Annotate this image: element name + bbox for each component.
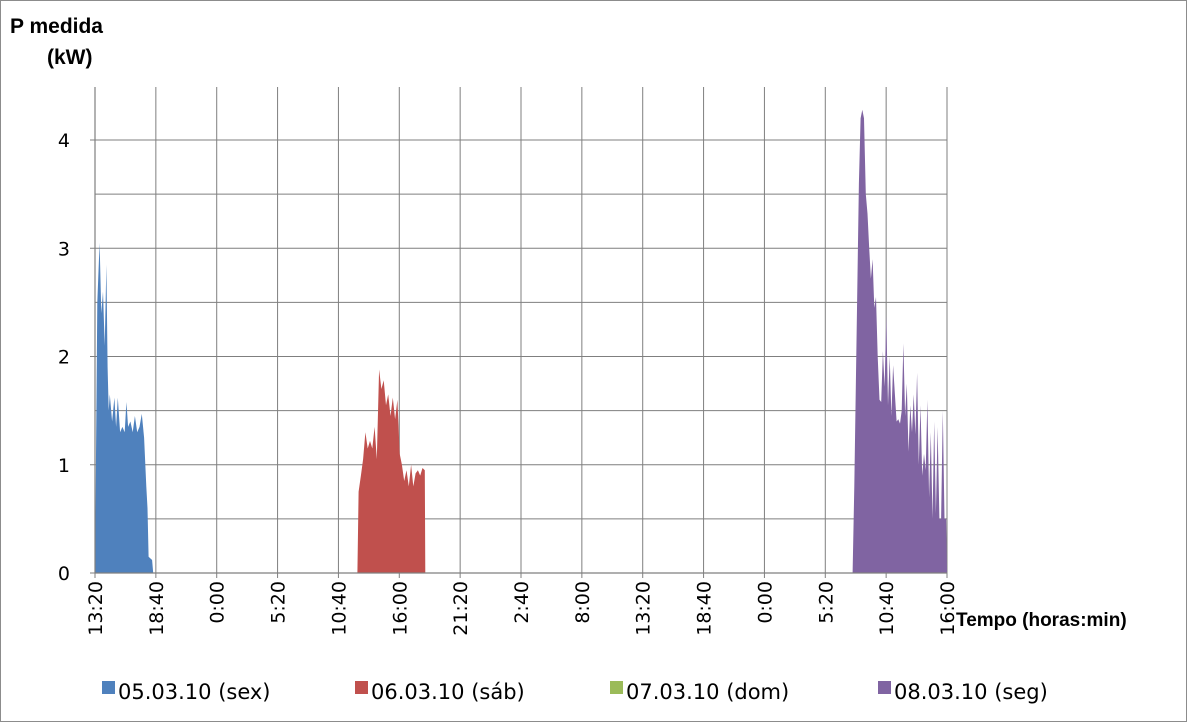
y-tick-label: 3 bbox=[58, 238, 70, 260]
area-series-2 bbox=[357, 369, 426, 573]
x-tick-label: 0:00 bbox=[207, 581, 229, 624]
x-tick-label: 18:40 bbox=[146, 581, 168, 636]
legend-swatch-series-3 bbox=[610, 681, 623, 694]
legend-label-series-2: 06.03.10 (sáb) bbox=[371, 680, 525, 704]
x-tick-label: 5:20 bbox=[815, 581, 837, 624]
legend-item-series-4: 08.03.10 (seg) bbox=[878, 678, 1048, 708]
x-tick-label: 10:40 bbox=[328, 581, 350, 636]
y-tick-label: 4 bbox=[58, 130, 70, 152]
x-tick-label: 10:40 bbox=[876, 581, 898, 636]
x-tick-label: 16:00 bbox=[389, 581, 411, 636]
x-axis-label: Tempo (horas:min) bbox=[956, 610, 1127, 631]
x-tick-label: 18:40 bbox=[694, 581, 716, 636]
y-tick-label: 1 bbox=[58, 455, 70, 477]
legend-label-series-4: 08.03.10 (seg) bbox=[894, 680, 1048, 704]
legend-swatch-series-4 bbox=[878, 681, 891, 694]
legend-label-series-3: 07.03.10 (dom) bbox=[626, 680, 790, 704]
x-tick-label: 21:20 bbox=[450, 581, 472, 636]
legend-swatch-series-1 bbox=[102, 681, 115, 694]
y-axis-label-line-2: (kW) bbox=[47, 46, 93, 69]
legend-item-series-3: 07.03.10 (dom) bbox=[610, 678, 789, 708]
x-tick-label: 16:00 bbox=[937, 581, 959, 636]
x-tick-label: 13:20 bbox=[633, 581, 655, 636]
x-tick-label: 8:00 bbox=[572, 581, 594, 624]
legend-item-series-2: 06.03.10 (sáb) bbox=[355, 678, 525, 708]
x-tick-label: 0:00 bbox=[754, 581, 776, 624]
x-tick-label: 2:40 bbox=[511, 581, 533, 624]
legend-swatch-series-2 bbox=[355, 681, 368, 694]
x-tick-label: 13:20 bbox=[85, 581, 107, 636]
area-series-4 bbox=[852, 109, 947, 573]
x-tick-label: 5:20 bbox=[268, 581, 290, 624]
y-tick-label: 2 bbox=[58, 347, 70, 369]
y-axis-label-line-1: P medida bbox=[10, 15, 103, 38]
legend-item-series-1: 05.03.10 (sex) bbox=[102, 678, 271, 708]
legend-label-series-1: 05.03.10 (sex) bbox=[118, 680, 271, 704]
y-tick-label: 0 bbox=[58, 563, 70, 585]
legend: 05.03.10 (sex) 06.03.10 (sáb) 07.03.10 (… bbox=[95, 678, 1155, 708]
area-series-1 bbox=[95, 242, 154, 574]
